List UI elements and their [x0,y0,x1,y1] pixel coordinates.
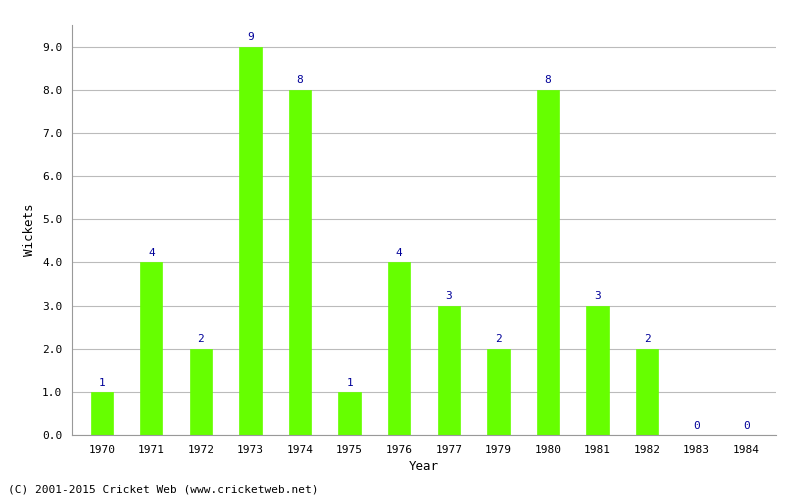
Text: 8: 8 [297,76,303,86]
Text: 3: 3 [594,291,601,301]
X-axis label: Year: Year [409,460,439,473]
Bar [438,306,460,435]
Text: 1: 1 [346,378,353,388]
Bar [289,90,311,435]
Bar [487,348,510,435]
Text: 8: 8 [545,76,551,86]
Text: 0: 0 [694,420,700,430]
Text: 4: 4 [148,248,154,258]
Bar [140,262,162,435]
Bar [90,392,113,435]
Text: (C) 2001-2015 Cricket Web (www.cricketweb.net): (C) 2001-2015 Cricket Web (www.cricketwe… [8,485,318,495]
Text: 2: 2 [198,334,204,344]
Bar [338,392,361,435]
Text: 4: 4 [396,248,402,258]
Bar [586,306,609,435]
Bar [388,262,410,435]
Bar [239,46,262,435]
Bar [636,348,658,435]
Text: 2: 2 [644,334,650,344]
Bar [190,348,212,435]
Text: 9: 9 [247,32,254,42]
Y-axis label: Wickets: Wickets [23,204,37,256]
Text: 1: 1 [98,378,105,388]
Text: 2: 2 [495,334,502,344]
Text: 0: 0 [743,420,750,430]
Bar [537,90,559,435]
Text: 3: 3 [446,291,452,301]
